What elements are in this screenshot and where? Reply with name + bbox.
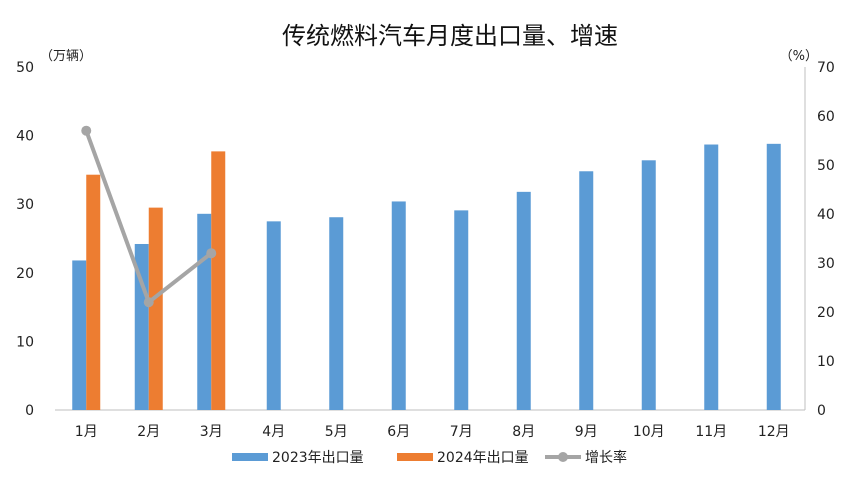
growth-rate-point [143,297,154,308]
legend-swatch [397,453,433,461]
left-axis-unit: （万辆） [40,49,92,64]
right-y-tick-label: 40 [817,207,835,223]
x-tick-label: 4月 [262,424,285,440]
bar-2023 [197,213,212,410]
left-y-tick-label: 30 [16,197,34,213]
bar-2023 [72,260,87,410]
axes-group [55,67,806,411]
bar-2023 [329,217,344,410]
x-tick-label: 8月 [512,424,535,440]
right-y-tick-label: 20 [817,305,835,321]
bar-2023 [134,243,149,410]
right-axis-unit: （%） [780,49,818,64]
bar-2024 [211,151,226,411]
bar-2024 [148,207,163,410]
legend-label: 增长率 [585,449,627,466]
growth-line-group [81,125,217,308]
x-tick-label: 7月 [450,424,473,440]
x-tick-label: 6月 [387,424,410,440]
growth-rate-point [206,248,217,259]
left-y-tick-label: 20 [16,266,34,282]
x-tick-label: 9月 [575,424,598,440]
bar-2023 [766,143,781,410]
growth-rate-point [81,125,92,136]
x-tick-label: 3月 [200,424,223,440]
legend-marker [558,452,568,462]
x-tick-label: 5月 [325,424,348,440]
chart-title: 传统燃料汽车月度出口量、增速 [282,22,618,50]
left-y-tick-label: 10 [16,334,34,350]
right-y-tick-label: 60 [817,109,835,125]
x-tick-label: 12月 [758,424,790,440]
x-tick-label: 11月 [695,424,727,440]
bar-2023 [454,210,469,410]
right-y-tick-label: 70 [817,60,835,76]
legend-label: 2023年出口量 [272,450,364,466]
x-tick-label: 10月 [633,424,665,440]
legend-swatch [232,453,268,461]
bar-2023 [579,171,594,410]
legend-label: 2024年出口量 [437,450,529,466]
x-tick-label: 2月 [137,424,160,440]
left-y-tick-label: 0 [25,403,34,419]
bar-2023 [704,144,719,410]
x-tick-label: 1月 [75,424,98,440]
bar-2023 [641,160,656,410]
right-y-tick-label: 0 [817,403,826,419]
left-y-tick-label: 40 [16,129,34,145]
bar-2023 [391,201,406,410]
bar-2023 [516,191,531,410]
legend: 2023年出口量 2024年出口量 增长率 [232,449,627,466]
right-y-tick-label: 30 [817,256,835,272]
tick-labels-group: 0 10 20 30 40 50 0 10 20 30 40 50 60 70 1月 2月 3月 4月 5月 6月 7月… [16,60,835,440]
bar-2024 [86,174,101,410]
bar-2023 [266,221,281,410]
bars-group [72,143,781,411]
right-y-tick-label: 50 [817,158,835,174]
right-y-tick-label: 10 [817,354,835,370]
left-y-tick-label: 50 [16,60,34,76]
